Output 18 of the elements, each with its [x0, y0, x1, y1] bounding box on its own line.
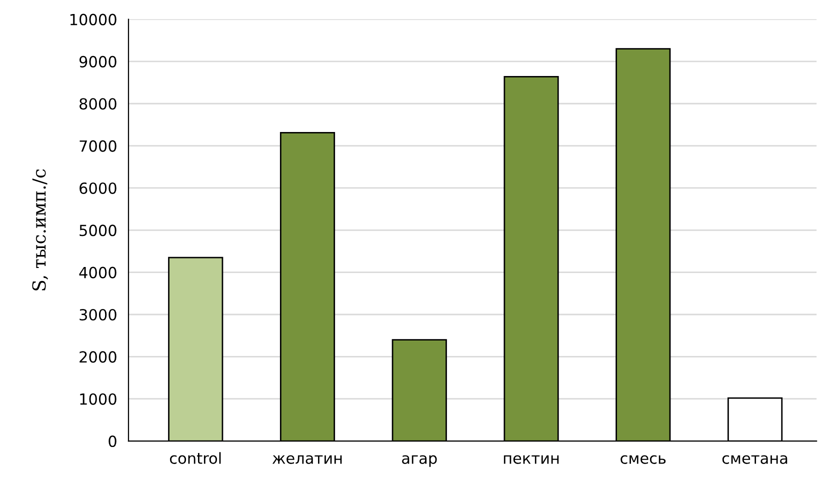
y-tick-label: 9000: [79, 56, 116, 68]
x-tick-label: control: [170, 452, 221, 464]
y-tick-label: 2000: [80, 351, 116, 363]
y-tick-label: 6000: [80, 182, 116, 194]
x-tick-label: желатин: [272, 455, 342, 464]
y-axis-title: S, тыс.имп./с: [32, 169, 48, 290]
y-tick-label: 5000: [80, 224, 116, 236]
y-tick-label: 7000: [80, 140, 116, 152]
y-tick-label: 3000: [80, 308, 116, 321]
x-tick-label: агар: [402, 455, 437, 467]
y-tick-label: 1000: [80, 393, 116, 405]
x-tick-label: смесь: [620, 455, 666, 464]
y-tick-label: 8000: [80, 98, 116, 110]
y-tick-label: 0: [108, 435, 116, 448]
y-tick-label: 10000: [70, 14, 116, 26]
x-tick-label: сметана: [722, 455, 788, 464]
x-tick-label: пектин: [504, 455, 559, 464]
y-tick-label: 4000: [79, 266, 116, 278]
